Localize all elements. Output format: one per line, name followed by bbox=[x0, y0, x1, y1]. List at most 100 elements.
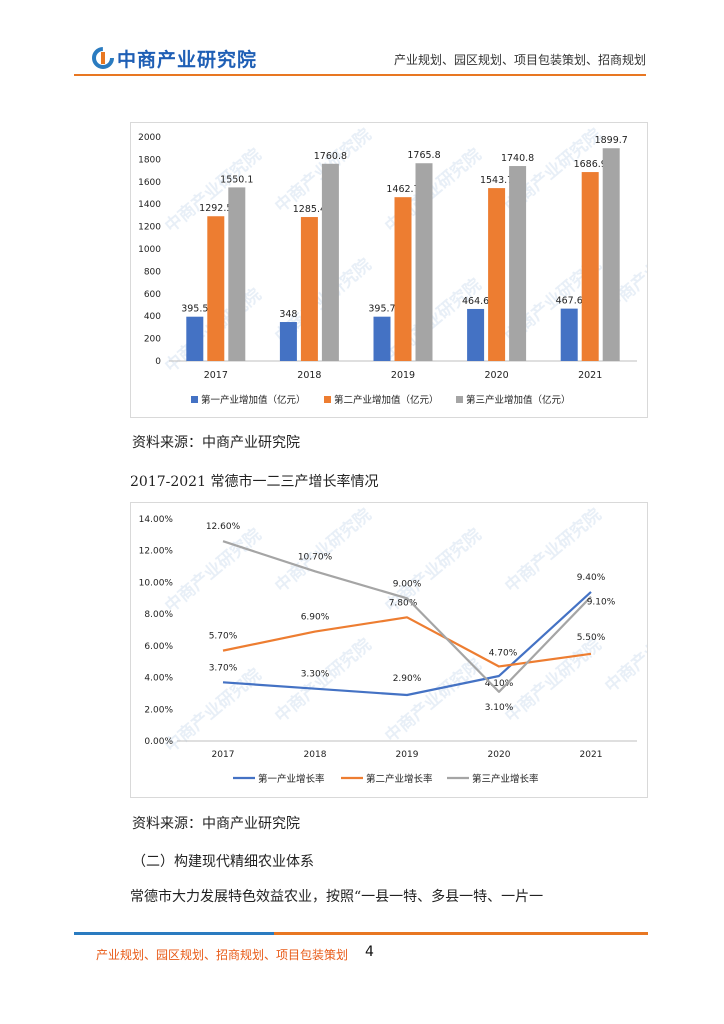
y-tick-label: 1200 bbox=[138, 223, 161, 233]
data-label: 1543.7 bbox=[480, 175, 513, 186]
data-label: 1292.5 bbox=[199, 203, 232, 214]
x-tick-label: 2021 bbox=[580, 750, 603, 760]
data-label: 10.70% bbox=[298, 552, 333, 562]
data-label: 395.7 bbox=[368, 304, 395, 315]
y-tick-label: 10.00% bbox=[139, 578, 174, 588]
data-label: 9.00% bbox=[393, 579, 422, 589]
y-tick-label: 6.00% bbox=[144, 642, 173, 652]
y-tick-label: 2.00% bbox=[144, 705, 173, 715]
y-tick-label: 12.00% bbox=[139, 547, 174, 557]
bar-2-2017 bbox=[207, 216, 225, 361]
watermark-text: 中商产业研究院 bbox=[381, 654, 486, 747]
line-chart-source: 资料来源：中商产业研究院 bbox=[132, 816, 300, 832]
watermark-text: 中商产业研究院 bbox=[271, 634, 376, 727]
legend-label-3: 第三产业增长率 bbox=[472, 773, 539, 785]
footer-tagline: 产业规划、园区规划、招商规划、项目包装策划 bbox=[96, 948, 349, 962]
x-tick-label: 2021 bbox=[578, 370, 602, 381]
x-tick-label: 2020 bbox=[488, 750, 511, 760]
data-label: 1462.7 bbox=[386, 184, 419, 195]
y-tick-label: 0.00% bbox=[144, 737, 173, 747]
data-label: 7.80% bbox=[389, 598, 418, 608]
x-tick-label: 2020 bbox=[485, 370, 509, 381]
page-header: 中商产业研究院 产业规划、园区规划、项目包装策划、招商规划 bbox=[0, 0, 724, 80]
logo-icon bbox=[92, 47, 114, 69]
bar-2-2021 bbox=[581, 172, 599, 361]
data-label: 1760.8 bbox=[314, 151, 347, 162]
x-tick-label: 2017 bbox=[212, 750, 235, 760]
y-tick-label: 800 bbox=[144, 267, 161, 277]
y-tick-label: 400 bbox=[144, 312, 161, 322]
header-divider bbox=[74, 74, 646, 76]
growth-rate-line-chart: 中商产业研究院 中商产业研究院 中商产业研究院 中商产业研究院 中商产业研究院 中商产业研… bbox=[130, 502, 706, 798]
data-label: 4.10% bbox=[485, 679, 514, 689]
body-paragraph: 常德市大力发展特色效益农业，按照“一县一特、多县一特、一片一 bbox=[130, 889, 544, 905]
data-label: 1899.7 bbox=[595, 135, 628, 146]
y-tick-label: 1400 bbox=[138, 200, 161, 210]
header-tagline: 产业规划、园区规划、项目包装策划、招商规划 bbox=[393, 53, 646, 67]
company-logo: 中商产业研究院 bbox=[92, 44, 257, 72]
logo-text: 中商产业研究院 bbox=[117, 48, 258, 71]
bar-3-2018 bbox=[321, 163, 339, 361]
legend-swatch-2 bbox=[324, 396, 331, 403]
bar-3-2017 bbox=[228, 187, 246, 361]
page-number: 4 bbox=[365, 944, 374, 960]
line-chart-title: 2017-2021 常德市一二三产增长率情况 bbox=[130, 474, 379, 490]
data-label: 3.10% bbox=[485, 703, 514, 713]
watermark-text: 中商产业研究院 bbox=[601, 604, 647, 697]
line-series-1 bbox=[222, 591, 592, 697]
legend-swatch-3 bbox=[456, 396, 463, 403]
y-tick-label: 2000 bbox=[138, 133, 161, 143]
bar-1-2017 bbox=[186, 316, 204, 361]
data-label: 348 bbox=[279, 309, 297, 320]
bar-3-2020 bbox=[509, 166, 527, 361]
data-label: 464.6 bbox=[462, 296, 489, 307]
x-tick-label: 2017 bbox=[204, 370, 228, 381]
line-series-2 bbox=[222, 616, 592, 668]
y-tick-label: 8.00% bbox=[144, 610, 173, 620]
data-label: 467.6 bbox=[556, 296, 583, 307]
data-label: 3.70% bbox=[209, 663, 238, 673]
data-label: 1686.9 bbox=[574, 159, 607, 170]
y-tick-label: 1000 bbox=[138, 245, 161, 255]
data-label: 9.40% bbox=[577, 573, 606, 583]
bar-1-2021 bbox=[560, 308, 578, 361]
watermark-text: 中商产业研究院 bbox=[161, 664, 266, 757]
x-tick-label: 2018 bbox=[304, 750, 327, 760]
watermark-text: 中商产业研究院 bbox=[271, 504, 376, 597]
data-label: 1285.4 bbox=[293, 204, 326, 215]
bar-2-2020 bbox=[488, 188, 506, 361]
line-series-3 bbox=[222, 540, 592, 693]
bar-3-2021 bbox=[602, 148, 620, 361]
bar-1-2020 bbox=[467, 308, 485, 361]
data-label: 12.60% bbox=[206, 522, 241, 532]
y-tick-label: 1800 bbox=[138, 155, 161, 165]
data-label: 1740.8 bbox=[501, 153, 534, 164]
data-label: 4.70% bbox=[489, 648, 518, 658]
data-label: 5.70% bbox=[209, 632, 238, 642]
bar-3-2019 bbox=[415, 163, 433, 361]
y-tick-label: 4.00% bbox=[144, 674, 173, 684]
legend-label-3: 第三产业增加值（亿元） bbox=[466, 394, 571, 406]
data-label: 6.90% bbox=[301, 613, 330, 623]
data-label: 5.50% bbox=[577, 633, 606, 643]
bar-1-2019 bbox=[373, 316, 391, 361]
bar-2-2018 bbox=[300, 217, 318, 361]
legend-label-1: 第一产业增长率 bbox=[258, 773, 325, 785]
y-tick-label: 14.00% bbox=[139, 515, 174, 525]
legend-swatch-1 bbox=[191, 396, 198, 403]
y-tick-label: 1600 bbox=[138, 178, 161, 188]
data-label: 1550.1 bbox=[220, 174, 253, 185]
footer-divider-blue bbox=[74, 932, 274, 935]
data-label: 395.5 bbox=[181, 304, 208, 315]
x-tick-label: 2018 bbox=[297, 370, 321, 381]
y-tick-label: 0 bbox=[155, 357, 161, 367]
y-tick-label: 200 bbox=[144, 335, 161, 345]
data-label: 1765.8 bbox=[407, 150, 440, 161]
section-heading: （二）构建现代精细农业体系 bbox=[132, 854, 314, 870]
data-label: 3.30% bbox=[301, 670, 330, 680]
data-label: 2.90% bbox=[393, 674, 422, 684]
legend-label-1: 第一产业增加值（亿元） bbox=[201, 394, 306, 406]
y-tick-label: 600 bbox=[144, 290, 161, 300]
